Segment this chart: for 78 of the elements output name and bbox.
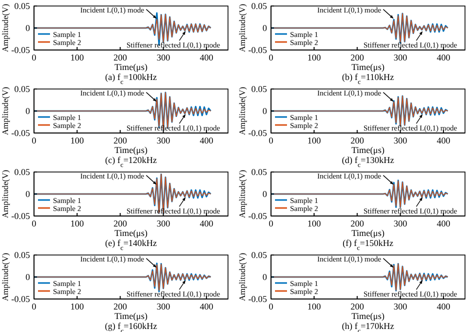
x-tick-label: 300 (156, 301, 171, 312)
y-tick-label: 0 (26, 272, 30, 282)
y-tick-label: -0.05 (248, 294, 268, 304)
x-tick-label: 300 (394, 301, 408, 312)
x-tick-label: 200 (350, 218, 364, 228)
y-tick-label: 0 (262, 106, 268, 116)
y-tick-label: 0 (262, 22, 268, 33)
x-tick-label: 100 (70, 218, 84, 228)
text: (e) f$_{c}$=140kHz (105, 238, 157, 252)
x-tick-label: 400 (436, 135, 451, 146)
x-tick-label: 300 (156, 52, 171, 62)
x-axis-title: Time(μs) (114, 311, 148, 321)
y-tick-label: 0.05 (14, 0, 30, 11)
x-tick-label: 400 (200, 301, 214, 312)
y-axis-title: Amplitude(V) (237, 252, 247, 302)
x-tick-label: 300 (156, 218, 171, 228)
y-axis-title: Amplitude(V) (237, 170, 247, 218)
y-tick-label: -0.05 (248, 44, 268, 55)
x-axis-title: Time(μs) (352, 62, 384, 72)
x-tick-label: 400 (200, 218, 214, 228)
x-axis-title: Time(μs) (114, 228, 148, 238)
y-axis-title: Amplitude(V) (0, 170, 10, 218)
y-tick-label: -0.05 (248, 210, 268, 221)
x-tick-label: 300 (156, 135, 171, 146)
x-axis-title: Time(μs) (352, 228, 384, 238)
y-tick-label: 0 (262, 188, 268, 199)
x-tick-label: 200 (113, 301, 128, 312)
x-tick-label: 400 (200, 135, 214, 146)
y-tick-label: 0.05 (251, 84, 268, 94)
x-axis-title: Time(μs) (352, 145, 384, 155)
text: (c) f$_{c}$=120kHz (105, 155, 157, 168)
x-tick-label: 400 (436, 301, 451, 312)
x-tick-label: 400 (436, 218, 451, 228)
text: (b) f$_{c}$=110kHz (342, 72, 394, 86)
x-tick-label: 200 (113, 52, 128, 62)
x-tick-label: 200 (350, 52, 364, 62)
y-tick-label: 0.05 (14, 84, 30, 94)
y-tick-label: 0.05 (14, 250, 30, 260)
y-tick-label: 0 (262, 272, 268, 282)
x-tick-label: 300 (394, 218, 408, 228)
y-tick-label: -0.05 (11, 210, 30, 221)
text: (a) f$_{c}$=100kHz (105, 72, 157, 86)
y-axis-title: Amplitude(V) (237, 86, 247, 136)
x-tick-label: 100 (70, 52, 84, 62)
y-tick-label: 0.05 (14, 166, 30, 177)
x-tick-label: 100 (307, 52, 322, 62)
text: (f) f$_{c}$=150kHz (342, 238, 394, 252)
y-tick-label: -0.05 (11, 44, 30, 55)
x-tick-label: 100 (307, 301, 322, 312)
y-tick-label: -0.05 (248, 128, 268, 138)
y-tick-label: 0 (26, 106, 30, 116)
y-axis-title: Amplitude(V) (237, 4, 247, 52)
x-tick-label: 100 (307, 218, 322, 228)
x-tick-label: 400 (436, 52, 451, 62)
x-axis-title: Time(μs) (114, 62, 148, 72)
y-tick-label: 0.05 (251, 0, 268, 11)
y-tick-label: 0 (26, 22, 30, 33)
y-tick-label: -0.05 (11, 128, 30, 138)
x-tick-label: 400 (200, 52, 214, 62)
y-axis-title: Amplitude(V) (0, 86, 10, 136)
x-tick-label: 300 (394, 135, 408, 146)
x-axis-title: Time(μs) (352, 311, 384, 321)
y-tick-label: 0 (26, 188, 30, 199)
y-tick-label: 0.05 (251, 250, 268, 260)
y-tick-label: -0.05 (11, 294, 30, 304)
x-tick-label: 100 (307, 135, 322, 146)
x-tick-label: 100 (70, 301, 84, 312)
x-tick-label: 200 (113, 218, 128, 228)
x-tick-label: 200 (113, 135, 128, 146)
text: (d) f$_{c}$=130kHz (342, 155, 394, 168)
x-tick-label: 300 (394, 52, 408, 62)
y-tick-label: 0.05 (251, 166, 268, 177)
y-axis-title: Amplitude(V) (0, 252, 10, 302)
x-tick-label: 100 (70, 135, 84, 146)
x-axis-title: Time(μs) (114, 145, 148, 155)
y-axis-title: Amplitude(V) (0, 4, 10, 52)
x-tick-label: 200 (350, 301, 364, 312)
x-tick-label: 200 (350, 135, 364, 146)
